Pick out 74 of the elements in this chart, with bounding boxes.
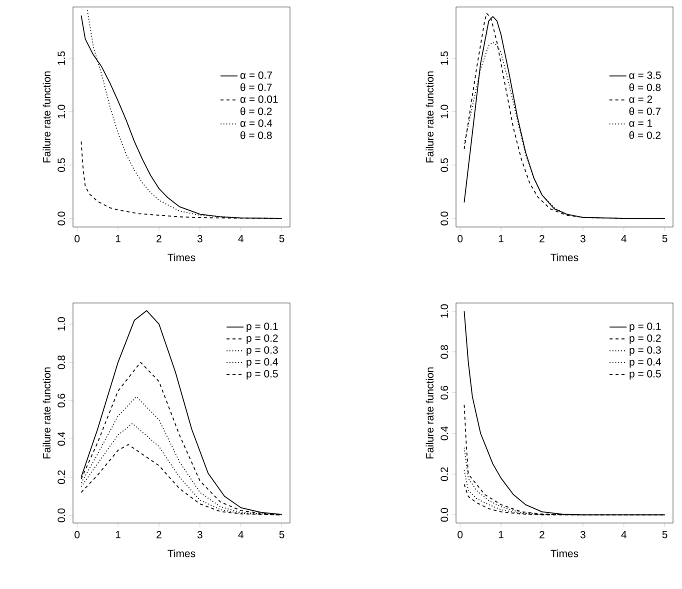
x-tick-label: 3 bbox=[197, 530, 202, 538]
y-tick-label: 0.5 bbox=[440, 158, 448, 172]
y-tick-label: 1.5 bbox=[440, 51, 448, 65]
x-tick-label: 4 bbox=[621, 530, 626, 538]
annotation: θ = 0.8 bbox=[240, 131, 272, 140]
x-tick-label: 0 bbox=[74, 234, 80, 242]
x-tick-label: 0 bbox=[458, 234, 463, 242]
x-tick-label: 4 bbox=[238, 530, 244, 538]
x-tick-label: 5 bbox=[662, 234, 668, 242]
legend-label: α = 1 bbox=[629, 120, 652, 127]
y-axis-title: Failure rate function bbox=[42, 71, 50, 162]
y-tick-label: 0.6 bbox=[440, 386, 448, 400]
x-tick-label: 5 bbox=[279, 234, 284, 242]
legend-label: α = 3.5 bbox=[629, 72, 661, 79]
annotation: θ = 0.8 bbox=[629, 83, 661, 92]
y-tick-label: 0.2 bbox=[440, 467, 448, 481]
legend-label: p = 0.4 bbox=[246, 358, 278, 368]
legend-label: p = 0.3 bbox=[246, 346, 278, 356]
x-tick-label: 1 bbox=[498, 530, 504, 538]
y-tick-label: 0.6 bbox=[58, 394, 66, 408]
x-axis-title: Times bbox=[168, 254, 196, 262]
x-tick-label: 1 bbox=[116, 234, 120, 242]
x-tick-label: 4 bbox=[238, 234, 244, 242]
y-tick-label: 0.4 bbox=[58, 432, 66, 446]
legend-label: α = 0.01 bbox=[240, 96, 278, 103]
annotation: θ = 0.2 bbox=[629, 131, 661, 139]
y-tick-label: 0.0 bbox=[440, 212, 448, 226]
x-tick-label: 2 bbox=[540, 234, 544, 242]
y-tick-label: 1.0 bbox=[440, 304, 448, 318]
y-tick-label: 1.0 bbox=[58, 317, 66, 331]
x-tick-label: 3 bbox=[580, 530, 586, 538]
x-tick-label: 3 bbox=[580, 234, 586, 242]
legend-label: p = 0.1 bbox=[630, 322, 661, 332]
y-axis-title: Failure rate function bbox=[426, 71, 434, 162]
x-tick-label: 5 bbox=[662, 530, 668, 538]
x-tick-label: 0 bbox=[74, 530, 80, 538]
x-axis-title: Times bbox=[550, 254, 578, 262]
x-tick-label: 1 bbox=[498, 234, 504, 242]
y-tick-label: 0.0 bbox=[58, 508, 66, 522]
legend-label: p = 0.2 bbox=[246, 334, 278, 344]
y-tick-label: 1.5 bbox=[58, 51, 66, 65]
y-tick-label: 0.8 bbox=[58, 355, 66, 370]
y-tick-label: 0.2 bbox=[58, 470, 66, 484]
x-tick-label: 5 bbox=[279, 530, 284, 538]
legend-label: p = 0.2 bbox=[630, 334, 661, 344]
y-tick-label: 0.8 bbox=[440, 345, 448, 359]
legend-label: α = 0.4 bbox=[240, 119, 272, 127]
x-tick-label: 4 bbox=[621, 234, 626, 242]
y-tick-label: 0.5 bbox=[58, 158, 66, 172]
annotation: θ = 0.7 bbox=[629, 107, 661, 116]
x-axis-title: Times bbox=[550, 550, 578, 558]
annotation: θ = 0.7 bbox=[240, 83, 272, 92]
legend-label: p = 0.4 bbox=[630, 358, 661, 368]
annotation: θ = 0.2 bbox=[240, 107, 272, 116]
legend-label: α = 0.7 bbox=[240, 72, 272, 79]
legend-label: p = 0.5 bbox=[246, 370, 278, 380]
y-tick-label: 1.0 bbox=[440, 104, 448, 118]
x-axis-title: Times bbox=[168, 550, 196, 558]
x-tick-label: 2 bbox=[540, 530, 544, 538]
x-tick-label: 3 bbox=[197, 234, 202, 242]
x-tick-label: 1 bbox=[116, 530, 120, 538]
y-axis-title: Failure rate function bbox=[426, 367, 434, 458]
x-tick-label: 2 bbox=[156, 234, 162, 242]
y-tick-label: 0.0 bbox=[58, 212, 66, 226]
legend-label: p = 0.1 bbox=[246, 322, 278, 332]
x-tick-label: 2 bbox=[156, 530, 162, 538]
y-tick-label: 1.0 bbox=[58, 104, 66, 118]
y-tick-label: 0.4 bbox=[440, 426, 448, 440]
y-axis-title: Failure rate function bbox=[42, 367, 50, 458]
x-tick-label: 0 bbox=[458, 530, 463, 538]
legend-label: α = 2 bbox=[629, 96, 652, 103]
y-tick-label: 0.0 bbox=[440, 508, 448, 522]
legend-label: p = 0.3 bbox=[630, 346, 661, 356]
legend-label: p = 0.5 bbox=[630, 370, 661, 380]
